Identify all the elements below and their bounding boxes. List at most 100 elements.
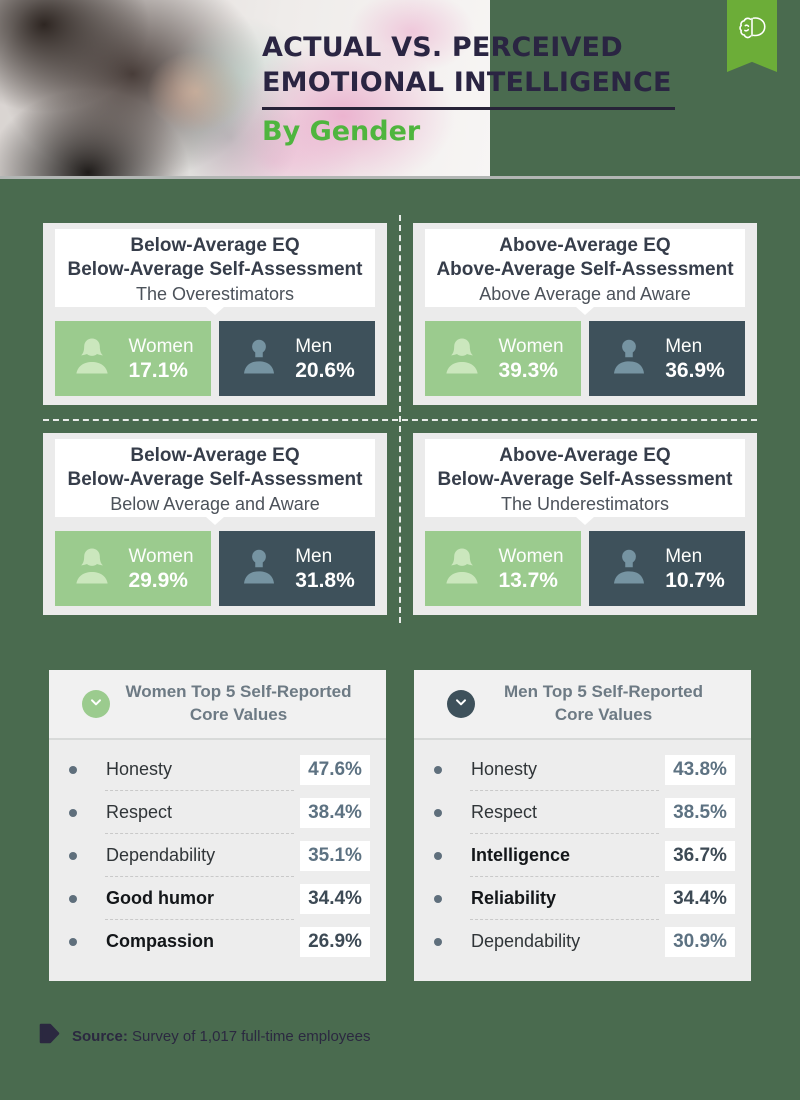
quadrant-title-line1: Below-Average EQ xyxy=(130,445,300,466)
value-percentage: 34.4% xyxy=(665,883,735,914)
value-percentage: 35.1% xyxy=(300,840,370,871)
quadrant-card-below-and-aware: Below-Average EQ Below-Average Self-Asse… xyxy=(43,433,387,615)
men-label: Men xyxy=(295,545,333,567)
bullet-dot-icon xyxy=(434,937,442,946)
core-values-section: Women Top 5 Self-Reported Core Values Ho… xyxy=(0,670,800,981)
women-value: 17.1% xyxy=(128,358,188,382)
women-stat-panel: Women 39.3% xyxy=(425,321,581,396)
table-body: Honesty 43.8% Respect 38.5% Intelligence… xyxy=(414,740,751,981)
women-label: Women xyxy=(498,545,564,567)
table-title: Men Top 5 Self-Reported Core Values xyxy=(504,682,703,724)
bullet-dot-icon xyxy=(69,808,77,817)
quadrant-title-box: Below-Average EQ Below-Average Self-Asse… xyxy=(55,229,375,315)
men-label: Men xyxy=(665,335,703,357)
value-label: Dependability xyxy=(471,931,581,951)
title-underline xyxy=(262,107,675,111)
value-percentage: 38.5% xyxy=(665,797,735,828)
man-silhouette-icon xyxy=(609,543,649,594)
quadrant-card-underestimators: Above-Average EQ Below-Average Self-Asse… xyxy=(413,433,757,615)
men-value: 36.9% xyxy=(665,358,725,382)
brand-ribbon xyxy=(727,0,777,72)
table-row: Honesty 47.6% xyxy=(49,748,386,791)
woman-silhouette-icon xyxy=(442,543,482,594)
table-row: Dependability 30.9% xyxy=(414,920,751,963)
men-label: Men xyxy=(295,335,333,357)
quadrant-title-line2: Below-Average Self-Assessment xyxy=(67,469,363,490)
table-row: Respect 38.5% xyxy=(414,791,751,834)
value-label: Honesty xyxy=(471,759,538,779)
men-stat-panel: Men 10.7% xyxy=(589,531,745,606)
woman-silhouette-icon xyxy=(442,333,482,384)
chevron-down-badge xyxy=(446,690,475,718)
men-value: 20.6% xyxy=(295,358,355,382)
value-percentage: 30.9% xyxy=(665,926,735,957)
bullet-dot-icon xyxy=(69,937,77,946)
bullet-dot-icon xyxy=(434,765,442,774)
value-label: Respect xyxy=(106,802,173,822)
value-label: Reliability xyxy=(471,888,557,908)
value-percentage: 36.7% xyxy=(665,840,735,871)
quadrant-card-above-and-aware: Above-Average EQ Above-Average Self-Asse… xyxy=(413,223,757,405)
bullet-dot-icon xyxy=(69,851,77,860)
table-row: Respect 38.4% xyxy=(49,791,386,834)
quadrant-title-box: Above-Average EQ Above-Average Self-Asse… xyxy=(425,229,745,315)
man-silhouette-icon xyxy=(239,333,279,384)
table-title: Women Top 5 Self-Reported Core Values xyxy=(125,682,352,724)
bullet-dot-icon xyxy=(434,851,442,860)
eq-quadrant-section: Below-Average EQ Below-Average Self-Asse… xyxy=(0,215,800,623)
men-stat-panel: Men 20.6% xyxy=(219,321,375,396)
women-value: 13.7% xyxy=(498,568,558,592)
bullet-dot-icon xyxy=(434,894,442,903)
quadrant-card-overestimators: Below-Average EQ Below-Average Self-Asse… xyxy=(43,223,387,405)
quadrant-title-box: Above-Average EQ Below-Average Self-Asse… xyxy=(425,439,745,525)
men-core-values-table: Men Top 5 Self-Reported Core Values Hone… xyxy=(414,670,751,981)
value-percentage: 34.4% xyxy=(300,883,370,914)
women-value: 29.9% xyxy=(128,568,188,592)
value-percentage: 38.4% xyxy=(300,797,370,828)
quadrant-subtitle: The Underestimators xyxy=(500,494,670,514)
bullet-dot-icon xyxy=(69,894,77,903)
chevron-down-icon xyxy=(453,694,469,715)
value-percentage: 43.8% xyxy=(665,754,735,785)
women-label: Women xyxy=(128,545,194,567)
tag-arrow-icon xyxy=(38,1023,61,1049)
table-header: Women Top 5 Self-Reported Core Values xyxy=(49,670,386,740)
quadrant-title-box: Below-Average EQ Below-Average Self-Asse… xyxy=(55,439,375,525)
women-core-values-table: Women Top 5 Self-Reported Core Values Ho… xyxy=(49,670,386,981)
woman-silhouette-icon xyxy=(72,543,112,594)
value-percentage: 47.6% xyxy=(300,754,370,785)
source-label: Source: xyxy=(72,1027,128,1045)
table-header: Men Top 5 Self-Reported Core Values xyxy=(414,670,751,740)
quadrant-title-line2: Below-Average Self-Assessment xyxy=(437,469,733,490)
table-row: Honesty 43.8% xyxy=(414,748,751,791)
man-silhouette-icon xyxy=(609,333,649,384)
men-value: 10.7% xyxy=(665,568,725,592)
table-row: Reliability 34.4% xyxy=(414,877,751,920)
woman-silhouette-icon xyxy=(72,333,112,384)
page-title-line1: ACTUAL VS. PERCEIVED xyxy=(262,32,623,63)
value-percentage: 26.9% xyxy=(300,926,370,957)
value-label: Respect xyxy=(471,802,538,822)
page-title: ACTUAL VS. PERCEIVED EMOTIONAL INTELLIGE… xyxy=(262,30,682,100)
quadrant-subtitle: The Overestimators xyxy=(135,284,295,304)
title-block: ACTUAL VS. PERCEIVED EMOTIONAL INTELLIGE… xyxy=(262,30,682,147)
men-value: 31.8% xyxy=(295,568,355,592)
source-text: Source: Survey of 1,017 full-time employ… xyxy=(72,1027,371,1045)
header: ACTUAL VS. PERCEIVED EMOTIONAL INTELLIGE… xyxy=(0,0,800,176)
men-stat-panel: Men 36.9% xyxy=(589,321,745,396)
chevron-down-icon xyxy=(88,694,104,715)
bullet-dot-icon xyxy=(69,765,77,774)
table-row: Compassion 26.9% xyxy=(49,920,386,963)
value-label: Dependability xyxy=(106,845,216,865)
header-photo-woman xyxy=(0,0,490,176)
man-silhouette-icon xyxy=(239,543,279,594)
table-row: Good humor 34.4% xyxy=(49,877,386,920)
value-label: Good humor xyxy=(106,888,214,908)
page-subtitle: By Gender xyxy=(262,116,421,148)
value-label: Honesty xyxy=(106,759,173,779)
value-label: Compassion xyxy=(106,931,215,951)
quadrant-subtitle: Above Average and Aware xyxy=(479,284,691,304)
women-stat-panel: Women 13.7% xyxy=(425,531,581,606)
women-stat-panel: Women 29.9% xyxy=(55,531,211,606)
